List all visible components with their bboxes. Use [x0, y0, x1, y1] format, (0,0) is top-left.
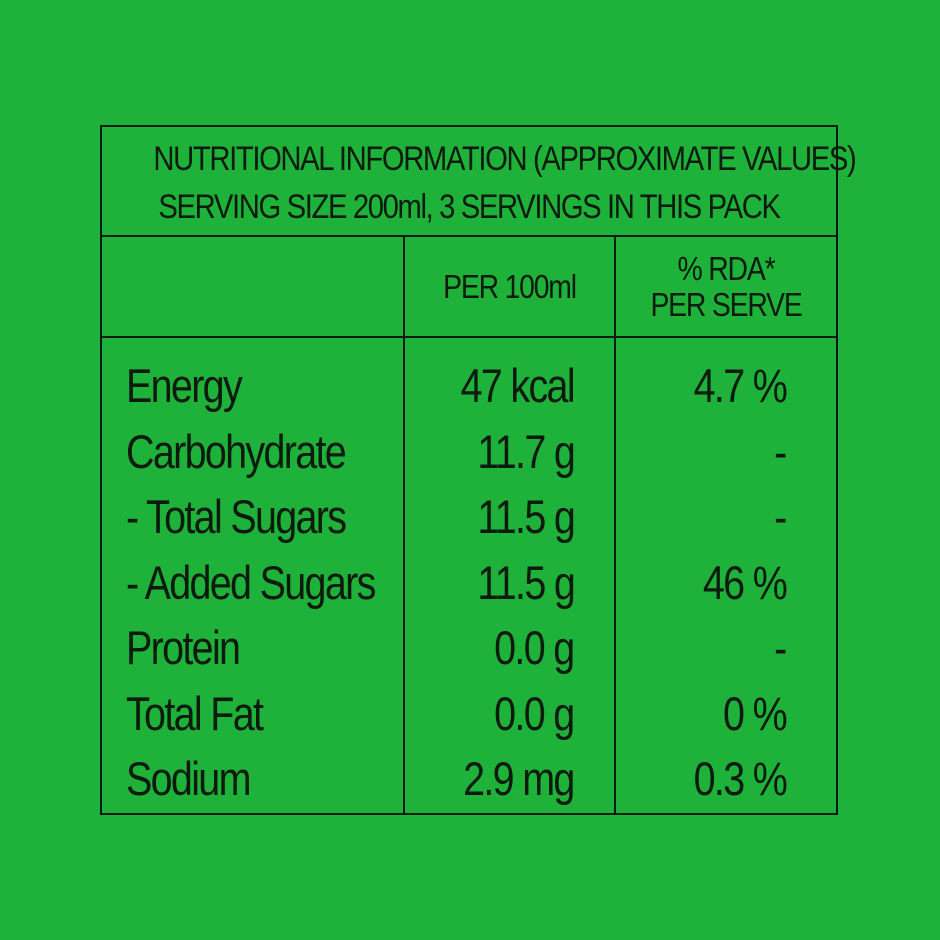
nutrient-name: Protein — [126, 621, 241, 674]
nutrient-name: - Added Sugars — [126, 555, 376, 609]
nutrient-row-sodium: Sodium 2.9 mg 0.3 % — [102, 746, 836, 812]
nutrient-per-100ml: 0.0 g — [494, 621, 576, 674]
nutrient-name: - Total Sugars — [126, 490, 347, 543]
nutrition-table: NUTRITIONAL INFORMATION (APPROXIMATE VAL… — [100, 125, 857, 815]
nutrient-rda: 0.3 % — [693, 752, 787, 805]
nutrient-name: Carbohydrate — [126, 424, 347, 478]
nutrient-per-100ml: 11.5 g — [477, 490, 575, 543]
nutrient-rows: Energy 47 kcal 4.7 % Carbohydrate 11.7 g… — [102, 353, 836, 812]
nutrient-row-total-sugars: - Total Sugars 11.5 g - — [102, 484, 836, 550]
header-divider — [102, 336, 836, 338]
rda-header-line-1: % RDA* — [677, 249, 776, 287]
nutrient-rda: 0 % — [723, 686, 788, 740]
rda-header: % RDA* PER SERVE — [631, 237, 820, 336]
nutrient-per-100ml: 0.0 g — [494, 686, 576, 740]
nutrient-per-100ml: 11.5 g — [477, 555, 575, 609]
nutrient-name: Sodium — [126, 752, 251, 805]
nutrient-per-100ml: 2.9 mg — [463, 752, 575, 805]
rda-header-line-2: PER SERVE — [650, 285, 802, 323]
nutrient-name: Energy — [126, 359, 243, 412]
nutrient-name: Total Fat — [126, 686, 264, 740]
nutrition-title: NUTRITIONAL INFORMATION (APPROXIMATE VAL… — [153, 140, 856, 178]
nutrient-per-100ml: 47 kcal — [460, 359, 576, 412]
column-divider-1 — [403, 237, 405, 813]
nutrient-rda: 46 % — [702, 555, 788, 609]
nutrient-row-added-sugars: - Added Sugars 11.5 g 46 % — [102, 550, 836, 616]
nutrient-row-energy: Energy 47 kcal 4.7 % — [102, 353, 836, 419]
nutrient-row-carbohydrate: Carbohydrate 11.7 g - — [102, 419, 836, 485]
nutrition-title-block: NUTRITIONAL INFORMATION (APPROXIMATE VAL… — [102, 127, 857, 237]
nutrient-rda: 4.7 % — [693, 359, 787, 412]
nutrient-row-protein: Protein 0.0 g - — [102, 615, 836, 681]
nutrient-rda: - — [774, 424, 788, 478]
nutrient-rda: - — [774, 490, 788, 543]
per-100ml-header: PER 100ml — [443, 267, 577, 305]
nutrient-row-total-fat: Total Fat 0.0 g 0 % — [102, 681, 836, 747]
column-divider-2 — [614, 237, 616, 813]
nutrient-per-100ml: 11.7 g — [477, 424, 575, 478]
serving-size-line: SERVING SIZE 200ml, 3 SERVINGS IN THIS P… — [158, 188, 781, 226]
nutrient-rda: - — [774, 621, 788, 674]
